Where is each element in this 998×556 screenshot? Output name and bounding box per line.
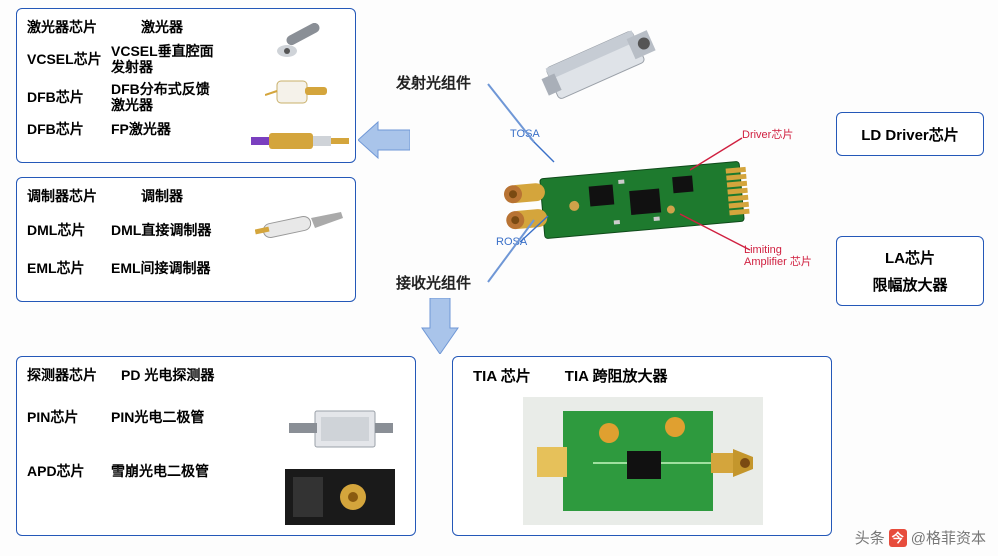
laser-chip-header: 激光器芯片: [27, 17, 111, 37]
vcsel-icon: [267, 23, 337, 63]
eml-desc: EML间接调制器: [111, 258, 211, 278]
det-header: PD 光电探测器: [121, 365, 214, 385]
apd-desc: 雪崩光电二极管: [111, 461, 209, 481]
detector-box: 探测器芯片 PD 光电探测器 PIN芯片 PIN光电二极管 APD芯片 雪崩光电…: [16, 356, 416, 536]
mod-header: 调制器: [141, 186, 183, 206]
vcsel-desc: VCSEL垂直腔面发射器: [111, 43, 221, 75]
watermark-prefix: 头条: [855, 527, 885, 548]
fp-desc: FP激光器: [111, 119, 171, 139]
dfb-chip-1: DFB芯片: [27, 87, 111, 107]
ld-driver-box: LD Driver芯片: [836, 112, 984, 156]
dfb-desc: DFB分布式反馈激光器: [111, 81, 221, 113]
center-connector-lines: [394, 70, 594, 290]
modulator-box: 调制器芯片 调制器 DML芯片 DML直接调制器 EML芯片 EML间接调制器: [16, 177, 356, 302]
laser-box: 激光器芯片 激光器 VCSEL芯片 VCSEL垂直腔面发射器 DFB芯片 DFB…: [16, 8, 356, 163]
vcsel-chip: VCSEL芯片: [27, 49, 111, 69]
apd-chip: APD芯片: [27, 461, 111, 481]
watermark-author: @格菲资本: [911, 527, 986, 548]
dfb-icon: [265, 71, 331, 111]
dml-icon: [255, 210, 345, 244]
watermark-badge-icon: 今: [889, 529, 907, 547]
dfb-chip-2: DFB芯片: [27, 119, 111, 139]
dml-desc: DML直接调制器: [111, 220, 211, 240]
tia-board-icon: [523, 397, 763, 525]
ld-driver-text: LD Driver芯片: [861, 124, 959, 145]
dml-chip: DML芯片: [27, 220, 111, 240]
la-amp-text: 限幅放大器: [872, 274, 947, 295]
apd-icon: [285, 465, 395, 527]
laser-header: 激光器: [141, 17, 183, 37]
mod-chip-header: 调制器芯片: [27, 186, 111, 206]
la-box: LA芯片 限幅放大器: [836, 236, 984, 306]
det-chip-header: 探测器芯片: [27, 365, 111, 385]
pin-icon: [285, 399, 395, 459]
fp-icon: [251, 127, 351, 155]
watermark: 头条 今 @格菲资本: [855, 527, 986, 548]
tia-box: TIA 芯片 TIA 跨阻放大器: [452, 356, 832, 536]
tia-chip-header: TIA 芯片: [473, 365, 531, 386]
eml-chip: EML芯片: [27, 258, 111, 278]
arrow-to-detector-icon: [420, 298, 460, 354]
tia-amp-header: TIA 跨阻放大器: [565, 365, 668, 386]
pin-desc: PIN光电二极管: [111, 407, 204, 427]
la-chip-text: LA芯片: [885, 247, 935, 268]
pin-chip: PIN芯片: [27, 407, 111, 427]
